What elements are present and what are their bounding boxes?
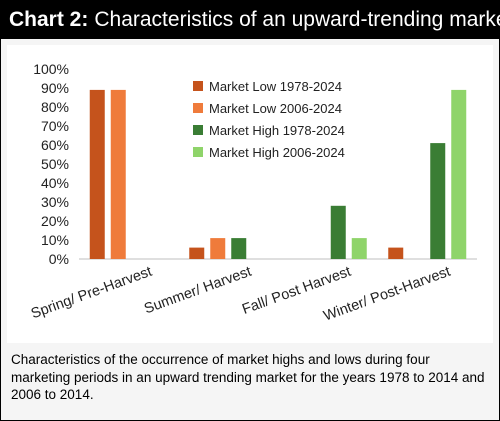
chart-caption: Characteristics of the occurrence of mar… xyxy=(11,352,485,402)
chart-title: Characteristics of an upward-trending ma… xyxy=(94,8,500,31)
y-tick-label: 60% xyxy=(41,137,69,153)
legend-swatch xyxy=(193,147,203,157)
y-tick-label: 20% xyxy=(41,213,69,229)
legend-label: Market Low 1978-2024 xyxy=(209,79,342,94)
y-tick-label: 30% xyxy=(41,194,69,210)
bar xyxy=(388,247,404,259)
y-tick-label: 90% xyxy=(41,80,69,96)
bar xyxy=(430,143,446,259)
bar xyxy=(330,205,346,259)
y-tick-label: 100% xyxy=(33,61,69,77)
y-tick-label: 70% xyxy=(41,118,69,134)
legend-label: Market High 1978-2024 xyxy=(209,123,345,138)
bar xyxy=(89,89,105,260)
x-category-label: Spring/ Pre-Harvest xyxy=(29,264,154,323)
legend-swatch xyxy=(193,103,203,113)
legend-swatch xyxy=(193,125,203,135)
legend-label: Market Low 2006-2024 xyxy=(209,101,342,116)
y-tick-label: 50% xyxy=(41,156,69,172)
bar xyxy=(451,89,467,260)
x-category-label: Summer/ Harvest xyxy=(142,264,253,318)
y-tick-label: 0% xyxy=(49,251,69,267)
chart-header: Chart 2: Characteristics of an upward-tre… xyxy=(1,1,500,39)
chart-number-label: Chart 2: xyxy=(9,8,89,31)
bar xyxy=(110,89,126,260)
bar-chart: 0% 10% 20% 30% 40% 50% 60% 70% 80% 90% 100% Spring/… xyxy=(29,61,477,325)
y-tick-label: 40% xyxy=(41,175,69,191)
bar xyxy=(231,238,247,259)
y-tick-label: 80% xyxy=(41,99,69,115)
legend-swatch xyxy=(193,81,203,91)
bar xyxy=(351,238,367,259)
y-tick-label: 10% xyxy=(41,232,69,248)
chart-area: 0% 10% 20% 30% 40% 50% 60% 70% 80% 90% 100% Spring/… xyxy=(7,45,493,343)
bar xyxy=(210,238,226,259)
legend-label: Market High 2006-2024 xyxy=(209,145,345,160)
bar xyxy=(189,247,205,259)
